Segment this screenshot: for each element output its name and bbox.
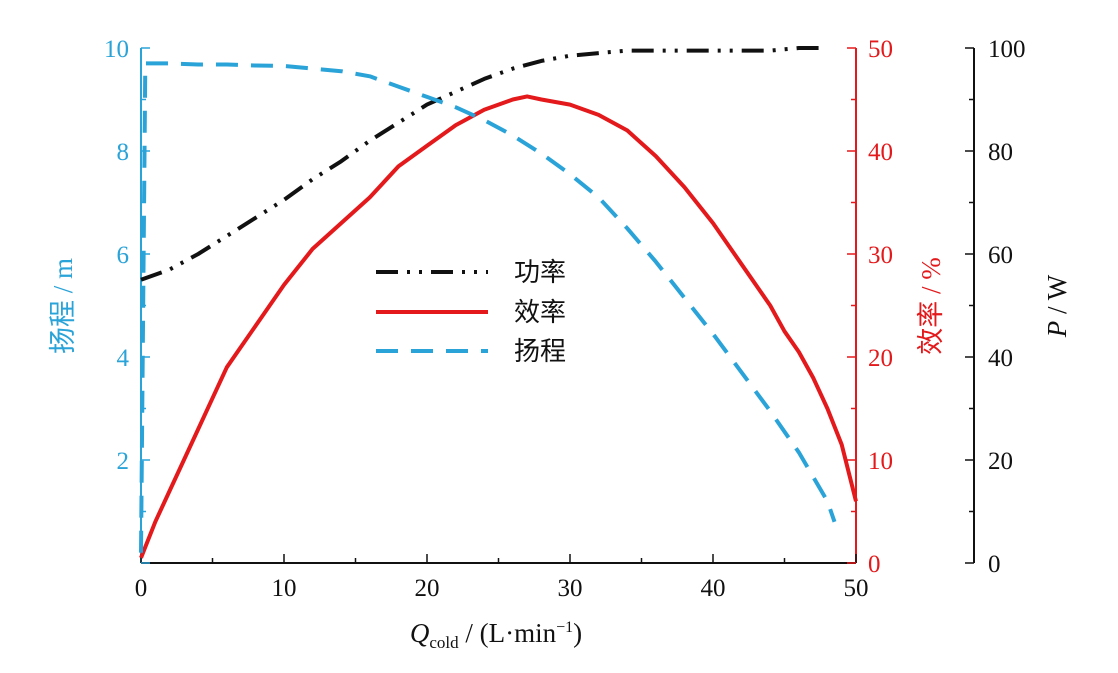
head-tick-label: 4 [117,345,130,372]
x-axis-subscript: cold [429,633,459,652]
power-tick-label: 40 [988,345,1013,372]
legend-label-efficiency: 效率 [514,298,566,328]
x-axis-symbol: Q [410,618,430,648]
efficiency-tick-label: 10 [868,448,893,475]
efficiency-curve [139,94,858,559]
efficiency-tick-label: 40 [868,139,893,166]
x-axis-unit-close: ) [573,618,582,648]
efficiency-tick-label: 30 [868,242,893,269]
legend: 功率 效率 扬程 [376,258,566,367]
head-curve [139,61,837,553]
legend-label-head: 扬程 [514,337,566,367]
efficiency-axis-title: 效率 / % [916,257,946,355]
power-axis-title: P / W [1042,274,1072,338]
x-tick-label: 20 [415,575,440,602]
x-tick-label: 40 [701,575,726,602]
power-tick-label: 100 [988,36,1026,63]
power-axis-symbol: P [1042,321,1072,339]
head-tick-label: 8 [117,139,130,166]
legend-label-power: 功率 [514,258,566,288]
power-tick-label: 60 [988,242,1013,269]
power-tick-label: 20 [988,448,1013,475]
power-tick-label: 80 [988,139,1013,166]
x-tick-label: 10 [272,575,297,602]
efficiency-tick-label: 20 [868,345,893,372]
x-axis-superscript: −1 [556,619,573,636]
x-tick-label: 0 [135,575,148,602]
head-axis-title: 扬程 / m [48,258,78,354]
x-tick-label: 30 [558,575,583,602]
power-tick-label: 0 [988,551,1001,578]
efficiency-tick-label: 0 [868,551,881,578]
head-tick-label: 6 [117,242,130,269]
plot-series [139,46,858,559]
x-axis-title: Qcold / (L·min−1) [410,618,582,652]
head-tick-label: 2 [117,448,130,475]
x-tick-label: 50 [844,575,869,602]
x-axis-unit: / (L·min [459,618,557,648]
efficiency-tick-label: 50 [868,36,893,63]
head-tick-label: 10 [104,36,129,63]
power-axis-unit: / W [1042,274,1072,321]
power-curve [140,46,828,282]
